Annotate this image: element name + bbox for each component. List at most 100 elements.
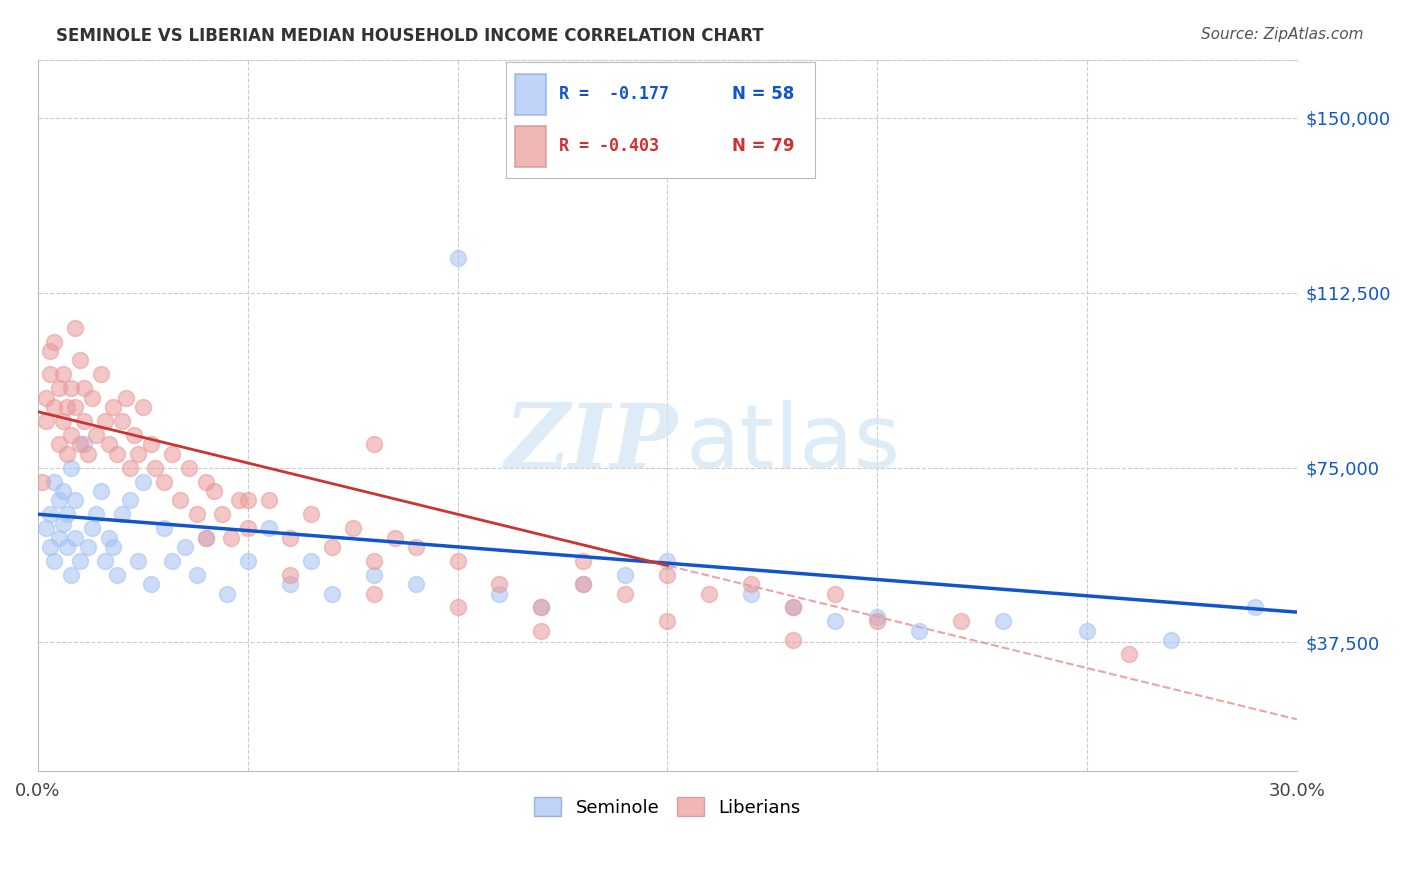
Point — [782, 633, 804, 648]
Point — [127, 447, 149, 461]
Point — [139, 577, 162, 591]
Point — [103, 400, 125, 414]
Point — [98, 437, 121, 451]
Point — [90, 483, 112, 498]
Point — [1244, 600, 1267, 615]
Point — [73, 381, 96, 395]
Point — [866, 615, 889, 629]
FancyBboxPatch shape — [516, 126, 547, 167]
Point — [202, 483, 225, 498]
Point — [363, 586, 385, 600]
Point — [363, 567, 385, 582]
Point — [44, 554, 66, 568]
Point — [77, 540, 100, 554]
Text: ZIP: ZIP — [505, 401, 679, 487]
Point — [52, 414, 75, 428]
Point — [173, 540, 195, 554]
Point — [82, 391, 104, 405]
Point — [321, 586, 343, 600]
Point — [94, 554, 117, 568]
Point — [56, 507, 79, 521]
Point — [56, 447, 79, 461]
Point — [86, 507, 108, 521]
Point — [299, 507, 322, 521]
Point — [52, 368, 75, 382]
Point — [530, 624, 553, 638]
Point — [118, 460, 141, 475]
Point — [530, 600, 553, 615]
Point — [194, 475, 217, 489]
Point — [257, 521, 280, 535]
Point — [39, 344, 62, 359]
Point — [60, 567, 83, 582]
Text: N = 58: N = 58 — [733, 85, 794, 103]
Point — [44, 475, 66, 489]
Point — [56, 540, 79, 554]
Text: N = 79: N = 79 — [733, 137, 794, 155]
Point — [236, 554, 259, 568]
Point — [405, 577, 427, 591]
Point — [69, 554, 91, 568]
Point — [236, 521, 259, 535]
Point — [48, 531, 70, 545]
Point — [152, 475, 174, 489]
Point — [65, 400, 87, 414]
Point — [488, 586, 510, 600]
Point — [1160, 633, 1182, 648]
Point — [35, 521, 58, 535]
Point — [48, 437, 70, 451]
Point — [103, 540, 125, 554]
Point — [740, 577, 762, 591]
Point — [65, 320, 87, 334]
Point — [60, 381, 83, 395]
Point — [35, 391, 58, 405]
Point — [215, 586, 238, 600]
Text: Source: ZipAtlas.com: Source: ZipAtlas.com — [1201, 27, 1364, 42]
Point — [950, 615, 973, 629]
Point — [194, 531, 217, 545]
Point — [107, 447, 129, 461]
Point — [39, 507, 62, 521]
Point — [56, 400, 79, 414]
Point — [321, 540, 343, 554]
Point — [82, 521, 104, 535]
Point — [73, 437, 96, 451]
Point — [131, 400, 153, 414]
Point — [657, 567, 679, 582]
Point — [278, 577, 301, 591]
Point — [52, 516, 75, 531]
Point — [908, 624, 931, 638]
Point — [824, 586, 846, 600]
Point — [186, 507, 208, 521]
Point — [446, 251, 468, 265]
Point — [31, 475, 53, 489]
Point — [44, 334, 66, 349]
Point — [39, 540, 62, 554]
Text: R = -0.403: R = -0.403 — [558, 137, 659, 155]
Point — [90, 368, 112, 382]
Legend: Seminole, Liberians: Seminole, Liberians — [524, 789, 810, 826]
Point — [572, 577, 595, 591]
Point — [94, 414, 117, 428]
Text: SEMINOLE VS LIBERIAN MEDIAN HOUSEHOLD INCOME CORRELATION CHART: SEMINOLE VS LIBERIAN MEDIAN HOUSEHOLD IN… — [56, 27, 763, 45]
Point — [699, 586, 721, 600]
Point — [65, 531, 87, 545]
Point — [342, 521, 364, 535]
Point — [572, 577, 595, 591]
Point — [866, 609, 889, 624]
Text: atlas: atlas — [686, 401, 901, 487]
Point — [488, 577, 510, 591]
Point — [278, 567, 301, 582]
Point — [405, 540, 427, 554]
Point — [60, 460, 83, 475]
Point — [363, 554, 385, 568]
Point — [122, 428, 145, 442]
Point — [363, 437, 385, 451]
Point — [52, 483, 75, 498]
Point — [614, 586, 637, 600]
Point — [236, 493, 259, 508]
Point — [782, 600, 804, 615]
Text: R =  -0.177: R = -0.177 — [558, 85, 669, 103]
Point — [35, 414, 58, 428]
Point — [657, 554, 679, 568]
